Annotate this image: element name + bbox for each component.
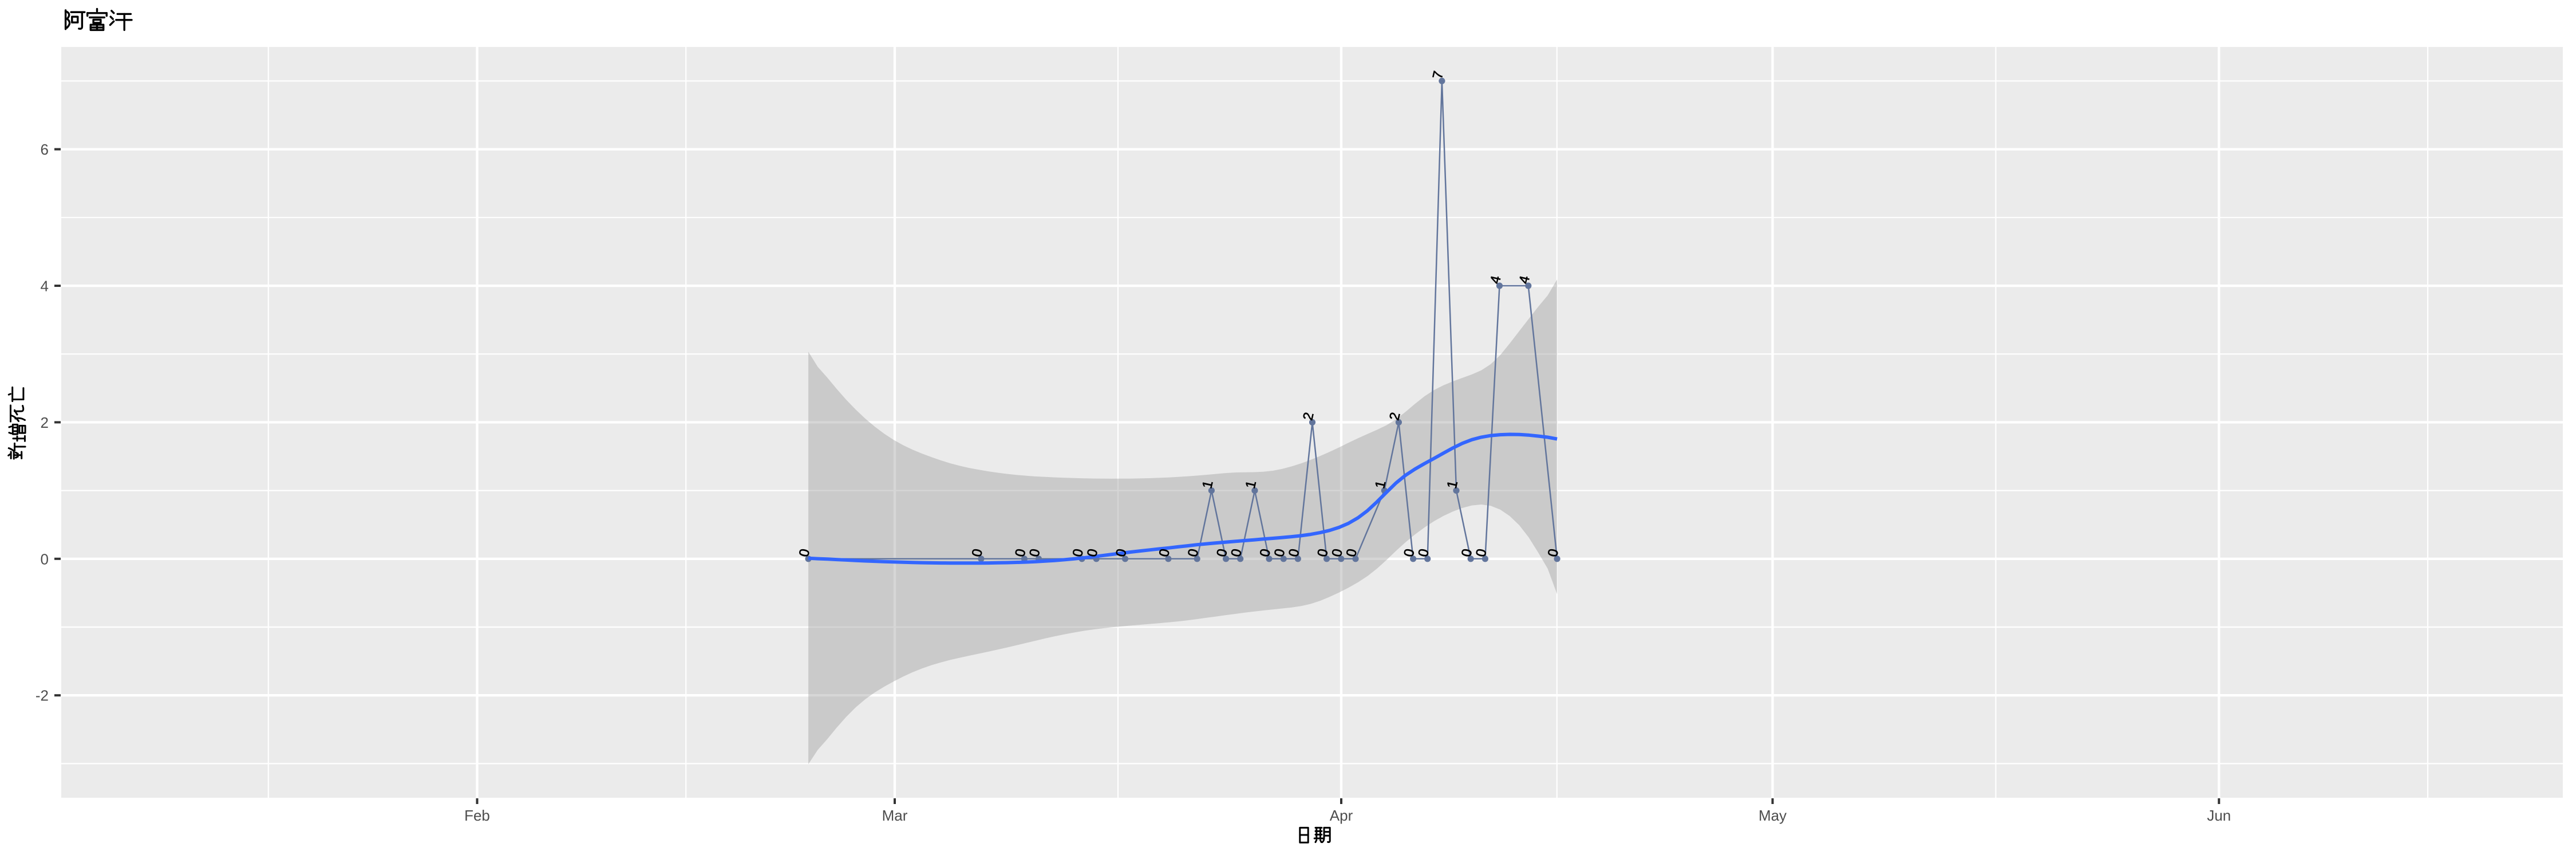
- svg-text:0: 0: [1271, 547, 1288, 558]
- svg-text:0: 0: [1473, 547, 1490, 558]
- svg-text:4: 4: [41, 278, 49, 295]
- svg-text:0: 0: [1257, 547, 1274, 558]
- svg-text:0: 0: [1156, 547, 1173, 558]
- svg-text:2: 2: [1300, 411, 1317, 421]
- svg-text:4: 4: [1516, 274, 1533, 285]
- svg-text:0: 0: [1314, 547, 1331, 558]
- svg-text:0: 0: [1185, 547, 1202, 558]
- svg-text:0: 0: [1286, 547, 1302, 558]
- svg-text:0: 0: [1459, 547, 1475, 558]
- svg-text:1: 1: [1372, 479, 1389, 490]
- svg-text:2: 2: [1386, 411, 1403, 421]
- svg-text:0: 0: [1070, 547, 1086, 558]
- svg-text:Apr: Apr: [1330, 807, 1353, 824]
- svg-text:0: 0: [1545, 547, 1562, 558]
- svg-text:0: 0: [1416, 547, 1432, 558]
- svg-text:May: May: [1759, 807, 1787, 824]
- svg-text:0: 0: [1084, 547, 1101, 558]
- svg-text:0: 0: [796, 547, 813, 558]
- svg-text:-2: -2: [35, 687, 49, 704]
- svg-text:0: 0: [1228, 547, 1245, 558]
- svg-text:1: 1: [1444, 479, 1461, 490]
- svg-text:0: 0: [1344, 547, 1360, 558]
- svg-text:0: 0: [1214, 547, 1230, 558]
- svg-text:Feb: Feb: [464, 807, 490, 824]
- svg-text:6: 6: [41, 141, 49, 158]
- svg-text:0: 0: [1329, 547, 1346, 558]
- svg-text:7: 7: [1430, 69, 1447, 80]
- svg-text:0: 0: [1401, 547, 1417, 558]
- svg-text:1: 1: [1243, 479, 1259, 490]
- svg-text:2: 2: [41, 414, 49, 431]
- svg-text:4: 4: [1487, 274, 1504, 285]
- svg-text:0: 0: [969, 547, 986, 558]
- svg-text:0: 0: [1026, 547, 1043, 558]
- svg-text:0: 0: [1012, 547, 1029, 558]
- svg-text:Jun: Jun: [2207, 807, 2231, 824]
- svg-text:Mar: Mar: [882, 807, 908, 824]
- svg-text:0: 0: [1113, 547, 1129, 558]
- svg-text:0: 0: [41, 550, 49, 568]
- svg-text:1: 1: [1199, 479, 1216, 490]
